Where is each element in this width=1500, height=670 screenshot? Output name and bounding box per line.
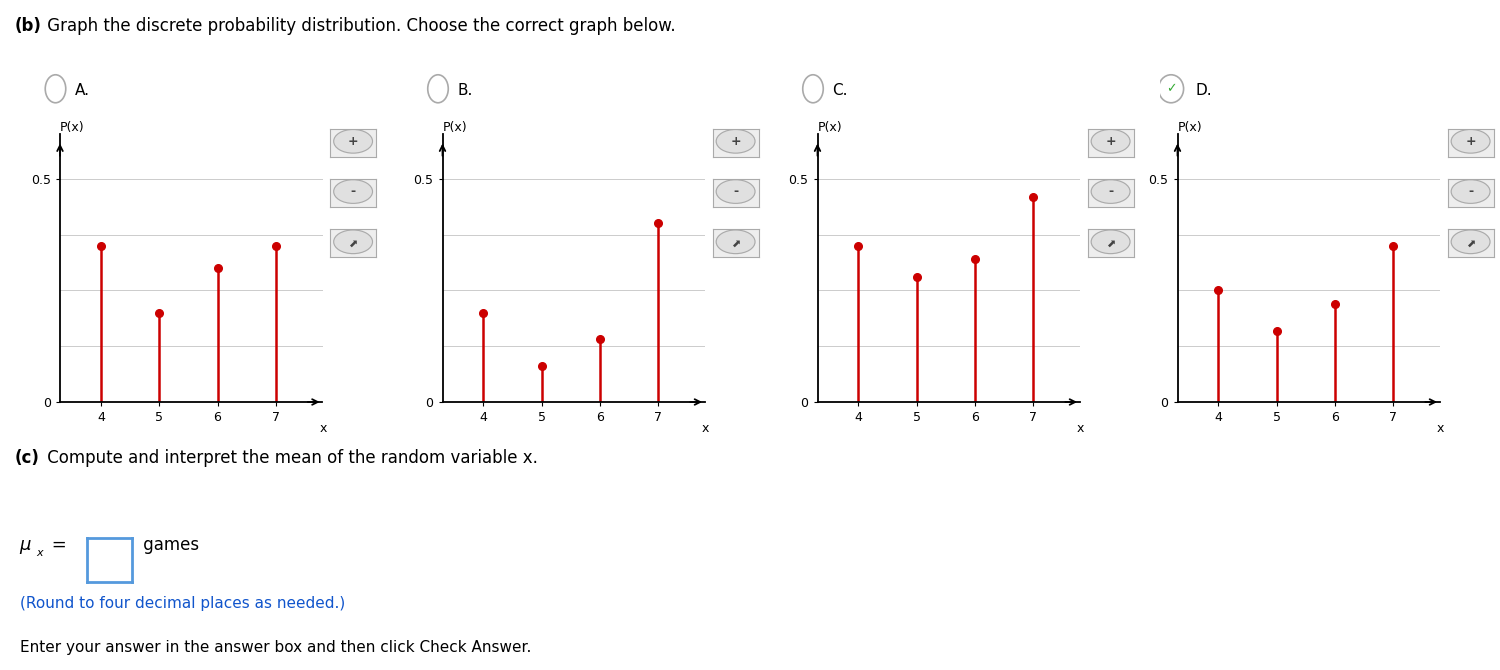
- Text: =: =: [46, 536, 68, 554]
- Text: ⬈: ⬈: [1466, 239, 1476, 248]
- Text: x: x: [702, 422, 709, 435]
- Text: μ: μ: [20, 536, 32, 554]
- Circle shape: [1090, 129, 1130, 153]
- Text: (c): (c): [15, 449, 40, 467]
- Text: B.: B.: [458, 83, 472, 98]
- Circle shape: [333, 230, 372, 254]
- Text: P(x): P(x): [60, 121, 84, 134]
- Text: ⬈: ⬈: [348, 239, 358, 248]
- Text: D.: D.: [1196, 83, 1212, 98]
- Text: +: +: [348, 135, 358, 148]
- Text: (b): (b): [15, 17, 42, 35]
- Circle shape: [1450, 230, 1490, 254]
- Text: x: x: [36, 548, 42, 558]
- Text: ✓: ✓: [1166, 82, 1176, 95]
- Text: games: games: [138, 536, 200, 554]
- Text: -: -: [351, 185, 355, 198]
- Text: Graph the discrete probability distribution. Choose the correct graph below.: Graph the discrete probability distribut…: [42, 17, 675, 35]
- Circle shape: [1450, 180, 1490, 204]
- Circle shape: [1090, 230, 1130, 254]
- Text: Compute and interpret the mean of the random variable x.: Compute and interpret the mean of the ra…: [42, 449, 538, 467]
- Circle shape: [1450, 129, 1490, 153]
- Circle shape: [333, 180, 372, 204]
- Circle shape: [716, 180, 754, 204]
- Text: x: x: [1077, 422, 1084, 435]
- Text: -: -: [734, 185, 738, 198]
- Text: +: +: [1466, 135, 1476, 148]
- Text: -: -: [1108, 185, 1113, 198]
- Text: P(x): P(x): [1178, 121, 1202, 134]
- Text: ⬈: ⬈: [1106, 239, 1116, 248]
- Text: A.: A.: [75, 83, 90, 98]
- Circle shape: [333, 129, 372, 153]
- Text: +: +: [730, 135, 741, 148]
- Text: -: -: [1468, 185, 1473, 198]
- Text: (Round to four decimal places as needed.): (Round to four decimal places as needed.…: [20, 596, 345, 611]
- Circle shape: [716, 129, 754, 153]
- Text: Enter your answer in the answer box and then click Check Answer.: Enter your answer in the answer box and …: [20, 640, 531, 655]
- Text: P(x): P(x): [442, 121, 466, 134]
- Text: P(x): P(x): [818, 121, 842, 134]
- Circle shape: [716, 230, 754, 254]
- Text: x: x: [1437, 422, 1444, 435]
- Text: ⬈: ⬈: [730, 239, 741, 248]
- Text: x: x: [320, 422, 327, 435]
- Text: +: +: [1106, 135, 1116, 148]
- Text: C.: C.: [833, 83, 848, 98]
- Circle shape: [1090, 180, 1130, 204]
